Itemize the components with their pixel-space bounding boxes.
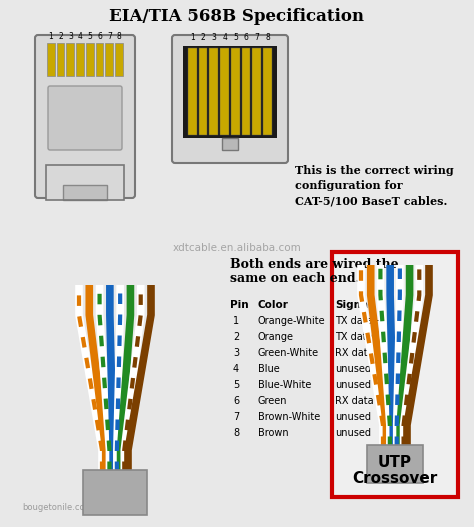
Text: 5: 5 (233, 33, 238, 42)
Bar (66, 43, 74, 76)
Text: xdtcable.en.alibaba.com: xdtcable.en.alibaba.com (173, 243, 301, 253)
Bar (47, 43, 55, 76)
Bar (86, 43, 94, 76)
Bar (183, 46, 277, 138)
Text: 7: 7 (255, 33, 259, 42)
Bar (367, 445, 423, 483)
Text: 7: 7 (233, 412, 239, 422)
Text: Orange: Orange (258, 332, 294, 342)
Text: 1: 1 (233, 316, 239, 326)
Text: 3: 3 (233, 348, 239, 358)
Text: This is the correct wiring: This is the correct wiring (295, 165, 454, 176)
FancyBboxPatch shape (48, 86, 122, 150)
Bar (253, 48, 261, 135)
Text: 6: 6 (244, 33, 248, 42)
FancyBboxPatch shape (35, 35, 135, 198)
Bar (332, 252, 458, 497)
Text: 8: 8 (265, 33, 270, 42)
Text: Color: Color (258, 300, 289, 310)
Text: Brown-White: Brown-White (258, 412, 320, 422)
Text: 7: 7 (107, 32, 112, 41)
Bar (210, 48, 218, 135)
Text: 8: 8 (233, 428, 239, 438)
Text: 2: 2 (58, 32, 63, 41)
Text: EIA/TIA 568B Specification: EIA/TIA 568B Specification (109, 8, 365, 25)
Text: RX data +: RX data + (335, 348, 385, 358)
Text: Pin: Pin (230, 300, 249, 310)
Bar (220, 48, 229, 135)
Text: Blue: Blue (258, 364, 280, 374)
Bar (63, 185, 107, 200)
Text: 8: 8 (117, 32, 121, 41)
Text: 6: 6 (97, 32, 102, 41)
Text: configuration for: configuration for (295, 180, 402, 191)
Text: CAT-5/100 BaseT cables.: CAT-5/100 BaseT cables. (295, 195, 447, 206)
Text: 4: 4 (222, 33, 227, 42)
Bar (231, 48, 240, 135)
Text: Orange-White: Orange-White (258, 316, 326, 326)
Text: same on each end.: same on each end. (230, 272, 360, 285)
Text: 3: 3 (211, 33, 216, 42)
Bar (263, 48, 272, 135)
Text: Green: Green (258, 396, 288, 406)
Text: Brown: Brown (258, 428, 289, 438)
Text: Signal: Signal (335, 300, 372, 310)
FancyBboxPatch shape (172, 35, 288, 163)
Bar (57, 43, 64, 76)
Bar (199, 48, 208, 135)
Text: bougetonile.com: bougetonile.com (22, 503, 93, 512)
Bar (106, 43, 113, 76)
Bar (222, 138, 238, 150)
Text: TX data +: TX data + (335, 316, 384, 326)
Bar (83, 470, 147, 515)
Text: 5: 5 (233, 380, 239, 390)
Text: unused: unused (335, 412, 371, 422)
Text: unused: unused (335, 364, 371, 374)
Text: 4: 4 (233, 364, 239, 374)
Text: Both ends are wired the: Both ends are wired the (230, 258, 399, 271)
Bar (46, 165, 124, 200)
Text: TX data -: TX data - (335, 332, 379, 342)
Text: unused: unused (335, 380, 371, 390)
Text: 1: 1 (190, 33, 195, 42)
Text: 6: 6 (233, 396, 239, 406)
Text: 4: 4 (78, 32, 82, 41)
Text: unused: unused (335, 428, 371, 438)
Text: Crossover: Crossover (352, 471, 438, 486)
Bar (96, 43, 103, 76)
Text: 5: 5 (87, 32, 92, 41)
Text: Green-White: Green-White (258, 348, 319, 358)
Text: Blue-White: Blue-White (258, 380, 311, 390)
Text: 3: 3 (68, 32, 73, 41)
Bar (188, 48, 197, 135)
Text: RX data -: RX data - (335, 396, 380, 406)
Bar (115, 43, 123, 76)
Text: UTP: UTP (378, 455, 412, 470)
Text: 1: 1 (48, 32, 53, 41)
Text: 2: 2 (233, 332, 239, 342)
Bar (46, 165, 124, 200)
Text: 2: 2 (201, 33, 206, 42)
Bar (242, 48, 250, 135)
Bar (76, 43, 84, 76)
